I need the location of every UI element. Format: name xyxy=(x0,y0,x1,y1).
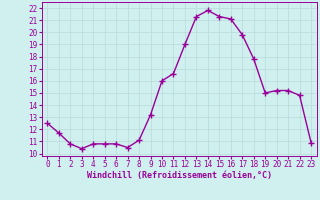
X-axis label: Windchill (Refroidissement éolien,°C): Windchill (Refroidissement éolien,°C) xyxy=(87,171,272,180)
